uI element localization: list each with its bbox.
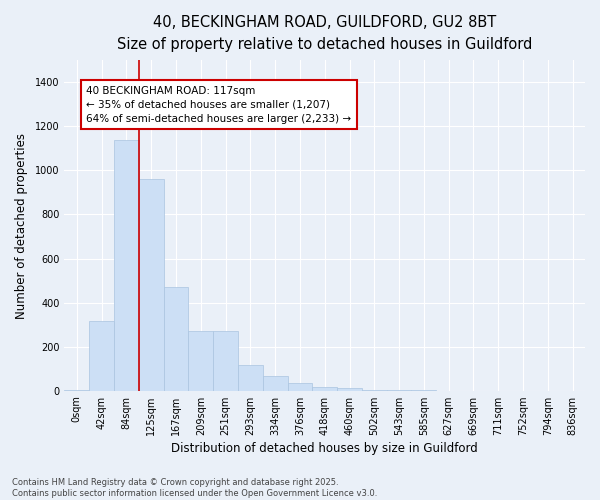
Bar <box>164 287 188 391</box>
Bar <box>287 383 313 390</box>
Bar <box>337 388 362 390</box>
Text: 40 BECKINGHAM ROAD: 117sqm
← 35% of detached houses are smaller (1,207)
64% of s: 40 BECKINGHAM ROAD: 117sqm ← 35% of deta… <box>86 86 352 124</box>
Bar <box>238 366 263 390</box>
Bar <box>263 376 287 390</box>
Bar <box>139 179 164 390</box>
Y-axis label: Number of detached properties: Number of detached properties <box>15 132 28 318</box>
Bar <box>114 140 139 390</box>
X-axis label: Distribution of detached houses by size in Guildford: Distribution of detached houses by size … <box>172 442 478 455</box>
Bar <box>89 322 114 390</box>
Bar <box>213 331 238 390</box>
Bar <box>313 388 337 390</box>
Title: 40, BECKINGHAM ROAD, GUILDFORD, GU2 8BT
Size of property relative to detached ho: 40, BECKINGHAM ROAD, GUILDFORD, GU2 8BT … <box>117 15 532 52</box>
Bar <box>188 331 213 390</box>
Text: Contains HM Land Registry data © Crown copyright and database right 2025.
Contai: Contains HM Land Registry data © Crown c… <box>12 478 377 498</box>
